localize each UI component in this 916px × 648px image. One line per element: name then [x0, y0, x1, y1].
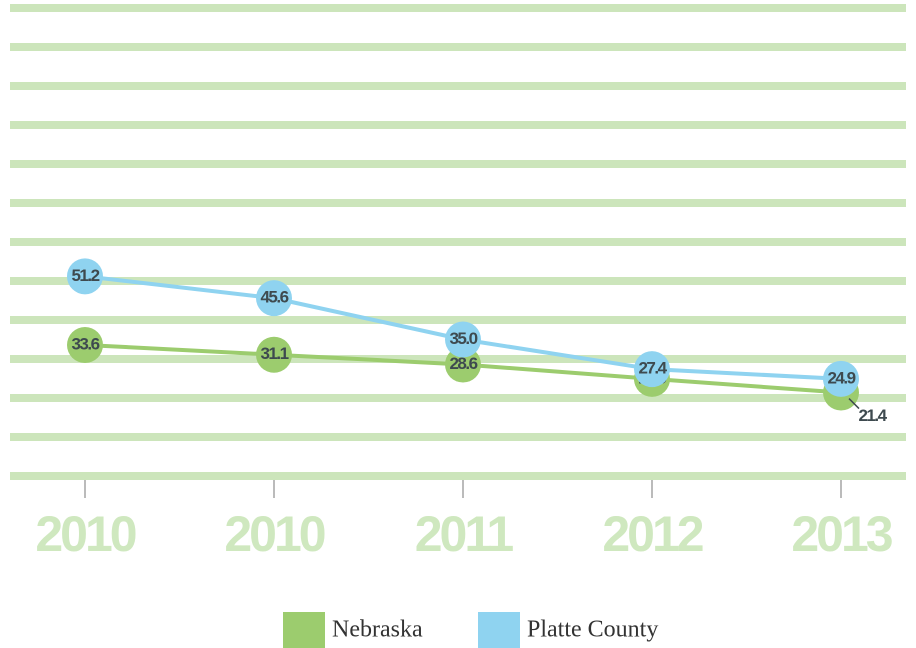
data-label: 35.0: [449, 329, 477, 348]
data-label: 33.6: [71, 334, 99, 353]
point: [256, 280, 292, 317]
data-label: 24.9: [827, 368, 855, 387]
legend-swatch: [283, 612, 325, 648]
point: [634, 351, 670, 388]
data-label: 45.6: [260, 288, 288, 307]
point: [256, 336, 292, 373]
data-label: 21.4: [858, 406, 887, 425]
point: [67, 258, 103, 295]
point: [67, 326, 103, 363]
x-tick-label: 2011: [415, 506, 514, 562]
leader-line: [848, 398, 860, 410]
point: [445, 321, 481, 358]
x-tick-label: 2010: [224, 506, 324, 562]
legend-label: Platte County: [527, 617, 658, 643]
data-label: 51.2: [71, 266, 99, 285]
data-label: 27.4: [638, 359, 667, 378]
legend-swatch: [478, 612, 520, 648]
data-label: 28.6: [449, 354, 477, 373]
x-tick-label: 2010: [35, 506, 135, 562]
point: [823, 360, 859, 397]
legend-label: Nebraska: [332, 617, 423, 643]
x-tick-label: 2013: [791, 506, 891, 562]
x-tick-label: 2012: [602, 506, 702, 562]
point: [445, 346, 481, 383]
data-label: 31.1: [260, 344, 288, 363]
